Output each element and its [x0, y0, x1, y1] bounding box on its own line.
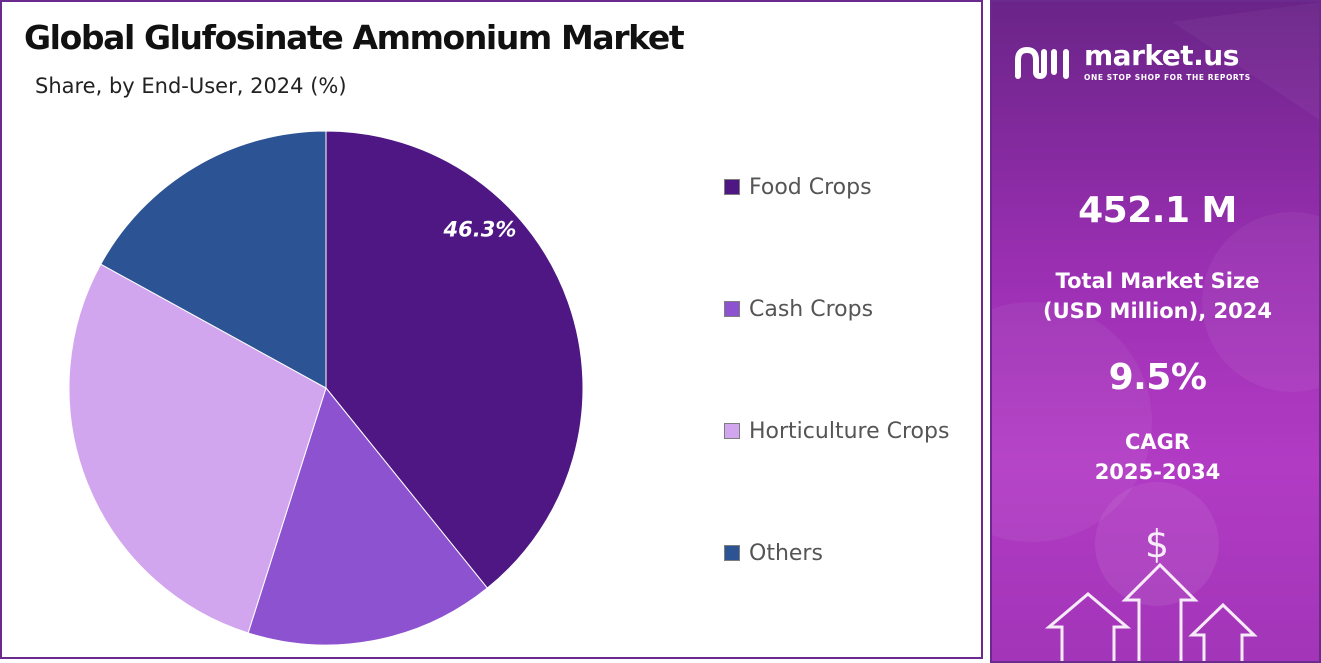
pie-slice-horticulture-crops: [68, 263, 327, 634]
pie-chart: 46.3%: [68, 130, 584, 646]
growth-arrows-icon: [1044, 562, 1258, 661]
dollar-icon: $: [1145, 522, 1169, 566]
pie-slice-cash-crops: [247, 386, 489, 646]
legend-swatch: [724, 301, 740, 317]
market-size-value: 452.1 M: [1078, 190, 1237, 231]
legend-item-food-crops: Food Crops: [724, 172, 872, 202]
brand-header: market.us ONE STOP SHOP FOR THE REPORTS: [1012, 42, 1251, 82]
legend-item-others: Others: [724, 538, 823, 568]
legend-swatch: [724, 423, 740, 439]
chart-subtitle: Share, by End-User, 2024 (%): [35, 74, 347, 98]
market-size-label-line2: (USD Million), 2024: [1043, 299, 1272, 323]
legend-item-horticulture-crops: Horticulture Crops: [724, 416, 949, 446]
legend-label: Horticulture Crops: [749, 418, 950, 444]
legend-swatch: [724, 179, 740, 195]
legend-label: Food Crops: [749, 174, 872, 200]
background-decoration: $: [992, 2, 1319, 661]
coin-circle: [1095, 482, 1219, 606]
market-size-label-line1: Total Market Size: [1055, 269, 1260, 293]
cagr-label-line1: CAGR: [1124, 430, 1191, 454]
pie-slices: [68, 130, 584, 646]
chart-title: Global Glufosinate Ammonium Market: [24, 18, 685, 57]
brand-tagline: ONE STOP SHOP FOR THE REPORTS: [1084, 73, 1251, 82]
market-us-logo-icon: [1015, 46, 1069, 80]
market-summary-panel: $ market.us ONE STOP SHOP FOR THE REPORT…: [990, 0, 1321, 663]
cagr-value: 9.5%: [1108, 357, 1207, 398]
pie-slice-food-crops: [325, 130, 584, 589]
chart-panel: Global Glufosinate Ammonium Market Share…: [0, 0, 983, 659]
legend-swatch: [724, 545, 740, 561]
legend-label: Cash Crops: [749, 296, 874, 322]
data-label-food-crops: 46.3%: [443, 218, 517, 242]
pie-slice-others: [100, 130, 327, 389]
cagr-label-line2: 2025-2034: [1094, 460, 1221, 484]
brand-name: market.us: [1084, 39, 1239, 72]
legend-item-cash-crops: Cash Crops: [724, 294, 873, 324]
legend-label: Others: [749, 540, 823, 566]
pie-labels: 46.3%: [443, 218, 517, 242]
